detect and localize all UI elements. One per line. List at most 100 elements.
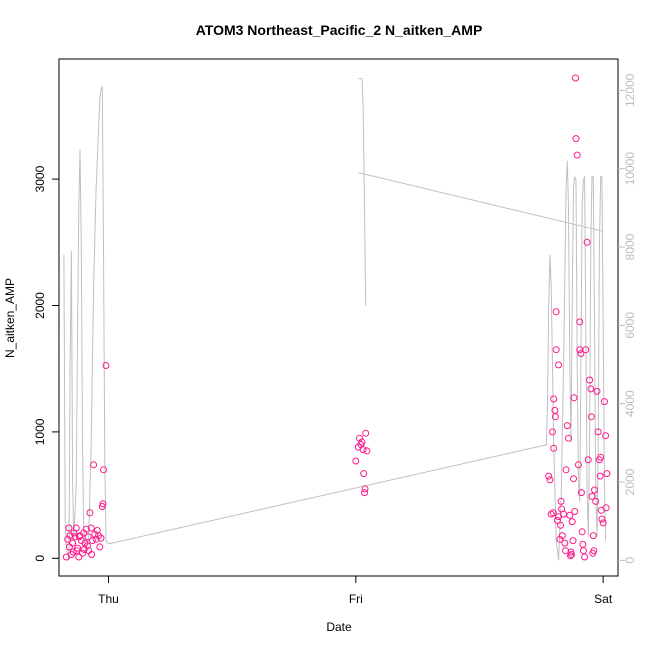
data-point — [550, 395, 558, 403]
series-line-segment — [358, 172, 604, 232]
data-point — [602, 504, 610, 512]
axes-layer: 0 1000 2000 3000 0 2000 4000 6000 8000 10000 12000… — [33, 73, 637, 606]
data-point — [560, 510, 568, 518]
data-point — [587, 385, 595, 393]
data-point — [586, 376, 594, 384]
data-point — [573, 151, 581, 159]
data-point — [593, 387, 601, 395]
plot-frame — [58, 58, 619, 577]
data-point — [566, 511, 574, 519]
data-point — [584, 456, 592, 464]
data-point — [557, 497, 565, 505]
data-point — [546, 476, 554, 484]
data-point — [552, 346, 560, 354]
data-point — [79, 549, 86, 557]
data-point — [352, 457, 360, 465]
data-point — [574, 461, 582, 469]
data-point — [547, 510, 555, 518]
data-point — [578, 528, 586, 536]
data-point — [589, 549, 597, 557]
data-point — [587, 413, 595, 421]
data-point — [97, 534, 105, 542]
chart-title: ATOM3 Northeast_Pacific_2 N_aitken_AMP — [196, 22, 483, 38]
data-point — [558, 532, 566, 540]
data-point — [361, 485, 369, 493]
data-point — [598, 515, 606, 523]
data-point — [551, 413, 559, 421]
data-point — [84, 533, 92, 541]
data-point — [75, 533, 83, 541]
data-point — [361, 489, 368, 497]
data-point — [82, 525, 90, 533]
y2-tick-label: 4000 — [623, 390, 637, 417]
data-point — [572, 135, 580, 143]
data-point — [102, 362, 110, 369]
data-point — [588, 492, 596, 500]
data-point — [571, 508, 579, 515]
data-point — [83, 542, 91, 550]
data-point — [583, 238, 591, 246]
data-point — [363, 447, 371, 455]
data-point — [567, 552, 574, 560]
y-axis-label: N_aitken_AMP — [3, 278, 17, 358]
data-point — [552, 308, 560, 316]
data-point — [550, 444, 558, 452]
data-point — [602, 432, 610, 440]
data-point — [603, 470, 611, 478]
data-point — [597, 453, 605, 461]
data-point — [570, 394, 578, 402]
data-point — [599, 519, 607, 527]
data-point — [64, 535, 72, 543]
data-point — [572, 74, 579, 82]
data-point — [362, 429, 370, 437]
data-point — [87, 524, 95, 532]
data-point — [65, 524, 73, 532]
y2-tick-label: 0 — [623, 557, 637, 564]
data-point — [561, 539, 569, 547]
series-line — [63, 86, 607, 561]
data-point — [579, 540, 587, 548]
x-tick-label: Thu — [98, 592, 119, 606]
data-point — [90, 461, 98, 469]
data-point — [570, 475, 577, 483]
data-point — [565, 434, 572, 442]
data-point — [100, 466, 107, 474]
data-point — [359, 446, 367, 454]
data-point — [549, 428, 556, 436]
data-point — [549, 509, 557, 517]
data-point — [75, 553, 83, 561]
data-point — [556, 535, 564, 543]
data-point — [74, 544, 82, 552]
data-point — [88, 551, 96, 558]
y2-tick-label: 6000 — [623, 312, 637, 339]
data-point — [562, 466, 570, 474]
y-tick-label: 3000 — [33, 165, 47, 192]
data-point — [91, 530, 99, 538]
data-point — [591, 486, 598, 494]
y-tick-label: 2000 — [33, 292, 47, 319]
y2-tick-label: 10000 — [623, 152, 637, 186]
data-point — [596, 472, 604, 480]
data-point — [582, 346, 590, 354]
data-point — [88, 537, 96, 545]
data-point — [555, 361, 563, 369]
data-point — [581, 553, 589, 561]
data-point — [568, 518, 576, 526]
data-point — [358, 438, 366, 446]
data-point — [86, 509, 94, 517]
y2-tick-label: 2000 — [623, 468, 637, 495]
data-point — [600, 398, 608, 406]
data-point — [563, 422, 571, 430]
x-tick-label: Sat — [594, 592, 613, 606]
data-point — [96, 543, 104, 551]
data-point — [72, 524, 80, 532]
y-tick-label: 1000 — [33, 418, 47, 445]
data-point — [594, 428, 602, 436]
x-axis-label: Date — [326, 620, 352, 634]
y2-tick-label: 12000 — [623, 73, 637, 107]
data-point — [589, 532, 597, 540]
point-series — [62, 74, 611, 561]
data-point — [553, 516, 561, 524]
line-series — [63, 78, 607, 561]
